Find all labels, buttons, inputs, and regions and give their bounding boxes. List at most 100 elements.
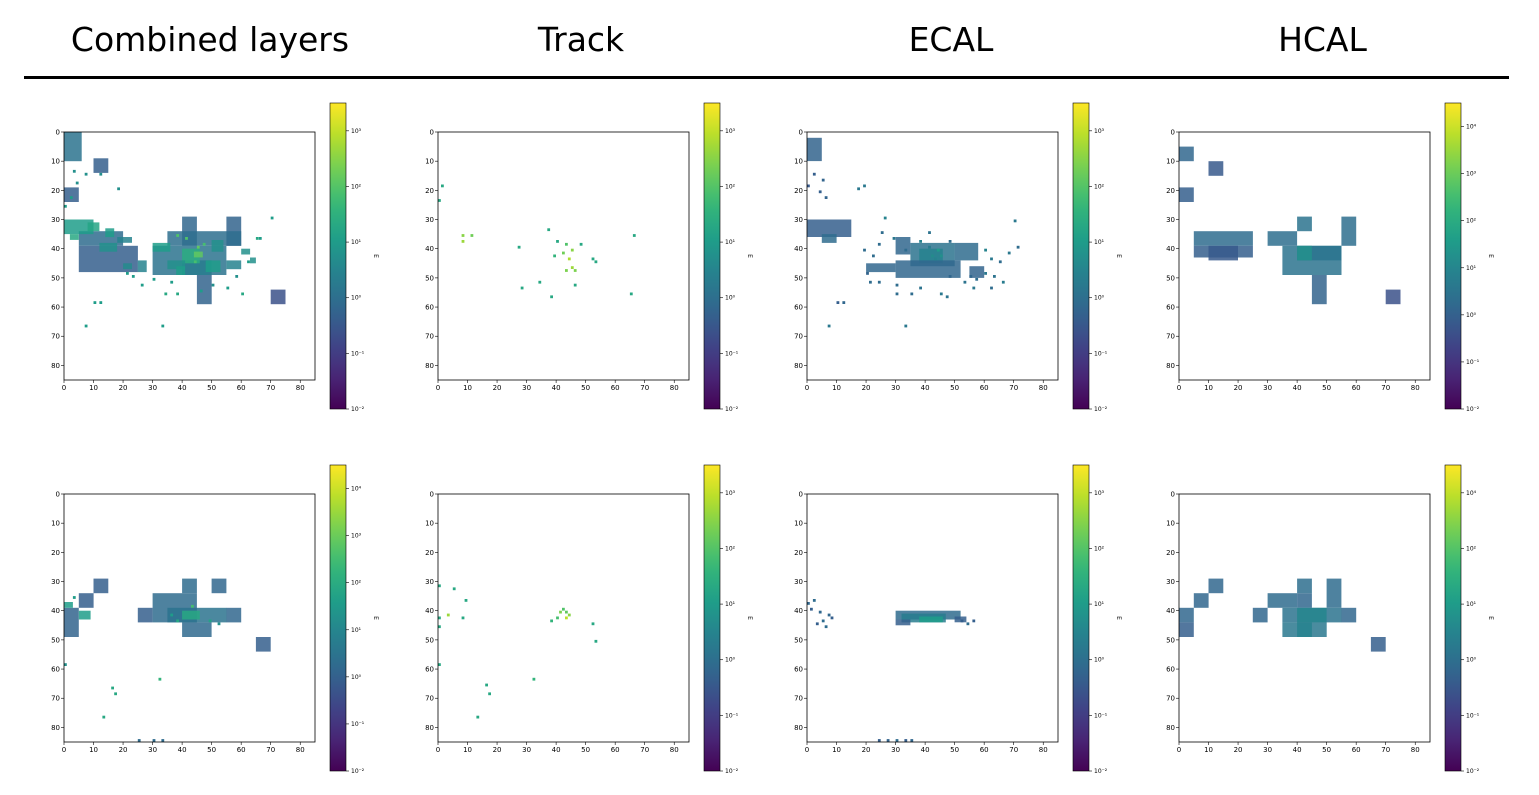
x-tick-label: 80 <box>1411 384 1420 392</box>
y-tick-label: 30 <box>794 578 803 586</box>
x-tick-label: 70 <box>640 746 649 754</box>
heatmap-point <box>573 269 577 272</box>
heatmap-point <box>966 622 970 626</box>
heatmap-cell <box>87 222 100 232</box>
y-tick-label: 0 <box>799 129 803 137</box>
heatmap-point <box>892 237 896 240</box>
colorbar <box>329 102 347 410</box>
heatmap-point <box>1016 245 1020 249</box>
y-tick-label: 50 <box>425 274 434 282</box>
heatmap-cell <box>226 607 242 623</box>
x-tick-label: 40 <box>921 746 930 754</box>
y-tick-label: 10 <box>1166 158 1175 166</box>
heatmap-point <box>594 260 598 264</box>
heatmap-cell <box>182 610 200 620</box>
heatmap-cell <box>69 234 79 240</box>
x-tick-label: 20 <box>862 384 871 392</box>
y-tick-label: 70 <box>1166 333 1175 341</box>
colorbar-tick-label: 10⁴ <box>1466 490 1477 497</box>
heatmap-cell <box>1179 146 1194 162</box>
heatmap-cell <box>1267 593 1298 608</box>
y-tick-label: 30 <box>1166 216 1175 224</box>
colorbar <box>703 102 721 410</box>
heatmap-point <box>72 596 76 599</box>
heatmap-point <box>993 275 996 278</box>
heatmap-panel-r1-c3: 0 10 20 30 40 50 60 70 80 0 10 20 30 40 50 60 70 80 10⁻² 10… <box>1155 464 1501 781</box>
heatmap-cell <box>1282 245 1342 275</box>
heatmap-point <box>461 234 465 237</box>
heatmap-cell <box>1208 161 1224 176</box>
heatmap-point <box>939 254 943 258</box>
heatmap-cell <box>1208 245 1238 261</box>
x-tick-label: 80 <box>1411 746 1420 754</box>
heatmap-point <box>877 739 881 742</box>
y-tick-label: 30 <box>425 578 434 586</box>
heatmap-cell <box>241 248 251 255</box>
heatmap-cell <box>969 266 985 278</box>
plot-frame <box>806 493 1059 743</box>
heatmap-panel-r0-c3: 0 10 20 30 40 50 60 70 80 0 10 20 30 40 50 60 70 80 10⁻² 10… <box>1155 102 1501 419</box>
heatmap-point <box>562 607 565 611</box>
y-tick-label: 40 <box>425 245 434 253</box>
heatmap-cell <box>1385 289 1401 305</box>
x-tick-label: 70 <box>266 746 275 754</box>
heatmap-point <box>919 286 922 290</box>
colorbar-tick-label: 10³ <box>351 533 362 540</box>
heatmap-point <box>812 599 816 602</box>
y-tick-label: 70 <box>51 695 60 703</box>
x-tick-label: 70 <box>640 384 649 392</box>
heatmap-panel-r0-c1: 0 10 20 30 40 50 60 70 80 0 10 20 30 40 50 60 70 80 10⁻² 10… <box>414 102 760 419</box>
heatmap-point <box>857 187 860 191</box>
colorbar-tick-label: 10⁻² <box>351 768 365 775</box>
heatmap-cells <box>438 184 636 299</box>
colorbar-tick-label: 10¹ <box>351 239 362 246</box>
y-tick-label: 10 <box>1166 520 1175 528</box>
heatmap-point <box>93 301 97 304</box>
heatmap-cell <box>182 578 197 594</box>
col-header-ecal: ECAL <box>908 20 994 59</box>
heatmap-point <box>573 283 577 287</box>
heatmap-point <box>812 172 816 176</box>
heatmap-cell <box>1193 593 1209 608</box>
heatmap-point <box>830 616 834 620</box>
heatmap-cell <box>1179 622 1194 637</box>
heatmap-cells <box>1179 146 1401 305</box>
x-tick-label: 40 <box>921 384 930 392</box>
heatmap-point <box>131 275 135 278</box>
heatmap-point <box>176 292 179 296</box>
heatmap-point <box>137 739 141 742</box>
heatmap-cell <box>1311 275 1327 305</box>
colorbar-tick-label: 10² <box>725 183 736 190</box>
x-tick-label: 80 <box>1039 746 1048 754</box>
y-tick-label: 0 <box>1171 491 1175 499</box>
colorbar-tick-label: 10¹ <box>1094 601 1105 608</box>
heatmap-cell <box>1297 607 1327 623</box>
heatmap-point <box>550 619 553 623</box>
heatmap-point <box>904 324 908 328</box>
x-tick-label: 10 <box>832 746 841 754</box>
x-tick-label: 50 <box>1322 746 1331 754</box>
heatmap-point <box>931 254 934 258</box>
colorbar <box>329 464 347 772</box>
colorbar-tick-label: 10³ <box>1466 171 1477 178</box>
x-tick-label: 40 <box>1293 746 1302 754</box>
x-tick-label: 50 <box>581 746 590 754</box>
x-tick-label: 20 <box>1234 746 1243 754</box>
colorbar-tick-label: 10¹ <box>351 627 362 634</box>
x-tick-label: 60 <box>237 384 246 392</box>
colorbar-tick-label: 10² <box>1094 183 1105 190</box>
colorbar-tick-label: 10² <box>725 545 736 552</box>
heatmap-point <box>948 275 952 278</box>
y-tick-label: 60 <box>1166 304 1175 312</box>
x-tick-label: 60 <box>1352 746 1361 754</box>
heatmap-point <box>1013 219 1017 223</box>
heatmap-point <box>969 275 973 278</box>
x-tick-label: 10 <box>832 384 841 392</box>
heatmap-cell <box>1297 245 1312 261</box>
heatmap-point <box>960 619 964 623</box>
colorbar-label: E <box>1115 616 1122 620</box>
heatmap-cell <box>137 607 153 623</box>
heatmap-point <box>939 292 943 296</box>
heatmap-point <box>810 607 813 611</box>
heatmap-cell <box>64 187 79 202</box>
